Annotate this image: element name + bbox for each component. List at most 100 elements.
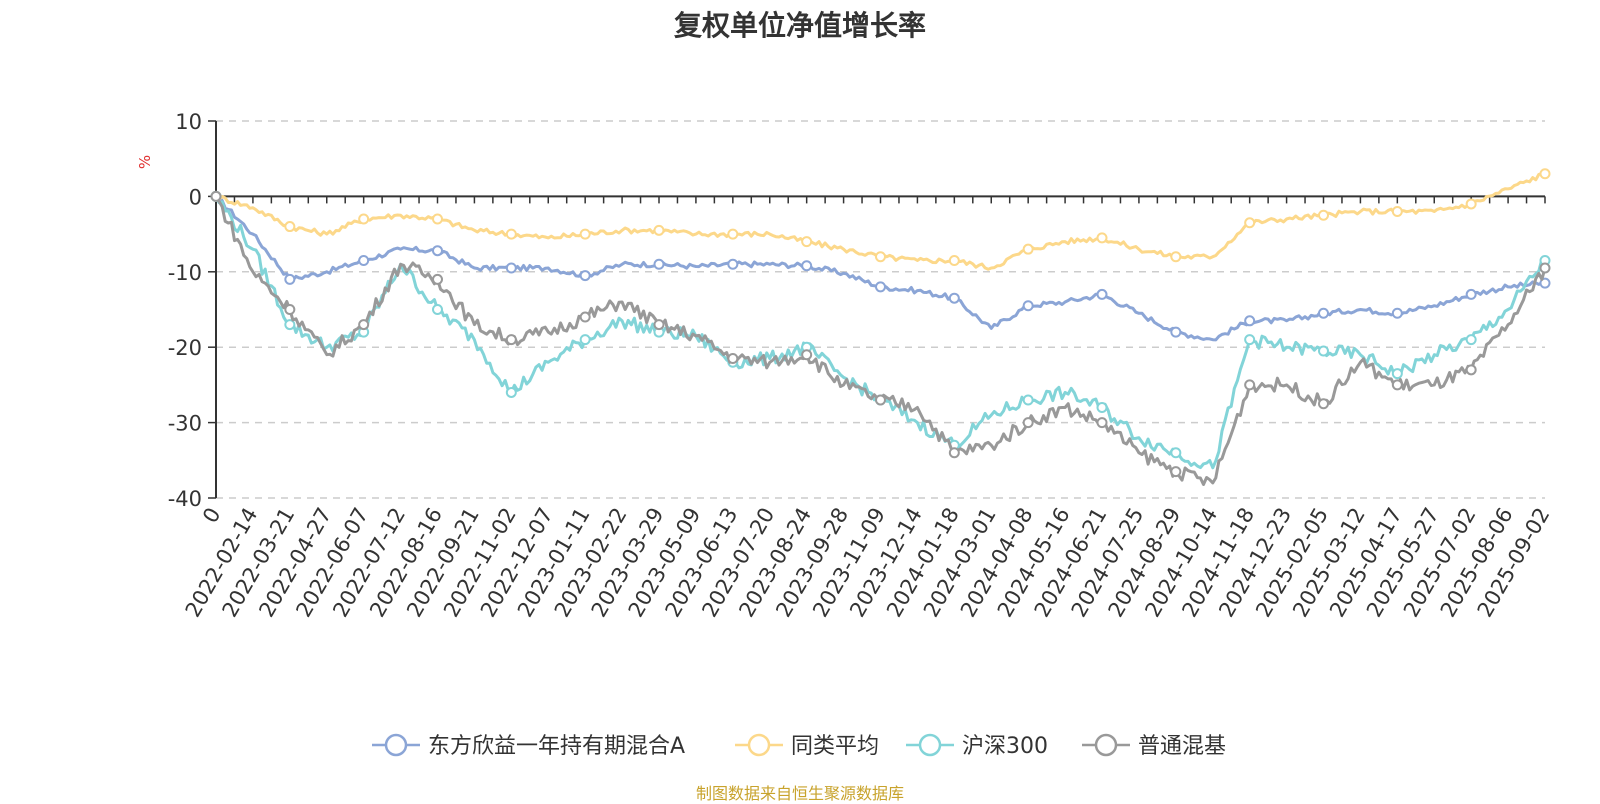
series-1 [210, 168, 1551, 271]
data-point [1465, 364, 1477, 376]
legend-label: 东方欣益一年持有期混合A [428, 734, 685, 759]
data-point [358, 254, 370, 266]
data-point [358, 319, 370, 331]
data-point [948, 447, 960, 459]
data-point [801, 260, 813, 272]
data-point [727, 353, 739, 365]
data-point [432, 245, 443, 257]
legend: 东方欣益一年持有期混合A 同类平均 沪深300 普通混基 [372, 733, 1226, 759]
legend-item: 东方欣益一年持有期混合A [372, 733, 685, 759]
data-point [432, 213, 443, 225]
data-point [1244, 379, 1256, 391]
data-point [210, 190, 222, 202]
data-point [875, 281, 886, 293]
data-point [1391, 368, 1403, 380]
data-point [284, 273, 296, 285]
chart-title: 复权单位净值增长率 [673, 9, 926, 42]
data-point [579, 228, 591, 240]
data-point [1170, 326, 1182, 338]
y-tick-label: 0 [189, 185, 202, 209]
legend-marker [747, 733, 771, 757]
data-point [1244, 217, 1256, 229]
data-point [1022, 394, 1034, 406]
data-point [579, 311, 591, 323]
data-point [727, 228, 739, 240]
data-point [1244, 315, 1256, 327]
data-point [1096, 402, 1108, 414]
y-tick-label: -40 [168, 487, 202, 511]
series-2 [210, 190, 1551, 470]
data-point [801, 349, 813, 361]
data-point [579, 270, 591, 282]
data-point [1096, 232, 1108, 244]
data-point [505, 334, 517, 346]
data-point [875, 251, 886, 263]
tick-labels: 100-10-20-30-4002022-02-142022-03-212022… [168, 110, 1555, 621]
data-point [1022, 417, 1034, 429]
legend-label: 普通混基 [1138, 734, 1226, 759]
data-point [1096, 288, 1108, 300]
legend-marker [918, 733, 942, 757]
data-point [1318, 307, 1329, 319]
data-point [1539, 277, 1551, 289]
y-tick-label: -10 [168, 261, 202, 285]
data-point [505, 386, 517, 398]
data-point [948, 254, 960, 266]
data-point [653, 319, 665, 331]
data-source-note: 制图数据来自恒生聚源数据库 [695, 784, 904, 803]
series-line [214, 195, 1546, 470]
data-point [1318, 345, 1329, 357]
data-point [1022, 243, 1034, 255]
data-point [653, 224, 665, 236]
legend-item: 普通混基 [1082, 733, 1226, 759]
data-point [1539, 168, 1551, 180]
data-point [948, 292, 960, 304]
data-point [1465, 288, 1477, 300]
data-point [1318, 209, 1329, 221]
series-3 [210, 190, 1551, 486]
data-point [1022, 300, 1034, 312]
data-point [505, 262, 517, 274]
axes [208, 120, 1546, 499]
grid-lines [216, 120, 1545, 499]
series-0 [210, 190, 1551, 342]
data-point [1170, 447, 1182, 459]
data-point [1391, 205, 1403, 217]
data-point [875, 394, 886, 406]
y-axis-unit-label: % [136, 155, 154, 169]
data-point [1465, 334, 1477, 346]
legend-label: 沪深300 [962, 734, 1048, 759]
y-tick-label: -30 [168, 412, 202, 436]
data-point [284, 319, 296, 331]
data-point [1391, 307, 1403, 319]
data-point [505, 228, 517, 240]
y-tick-label: -20 [168, 336, 202, 360]
series-line [215, 194, 1546, 342]
data-point [432, 273, 443, 285]
data-point [1391, 379, 1403, 391]
legend-label: 同类平均 [791, 734, 879, 759]
data-point [579, 334, 591, 346]
y-tick-label: 10 [175, 110, 202, 134]
legend-item: 同类平均 [735, 733, 879, 759]
data-point [284, 221, 296, 233]
legend-item: 沪深300 [906, 733, 1048, 759]
data-point [801, 236, 813, 248]
x-tick-label: 0 [198, 504, 225, 528]
data-point [727, 258, 739, 270]
data-point [358, 213, 370, 225]
data-point [432, 304, 443, 315]
data-point [1096, 417, 1108, 429]
series-line [214, 195, 1547, 486]
data-point [653, 258, 665, 270]
data-point [1170, 251, 1182, 263]
data-point [284, 304, 296, 315]
series-lines [210, 168, 1551, 486]
legend-marker [1094, 733, 1118, 757]
data-point [1244, 334, 1256, 346]
data-point [1170, 466, 1182, 478]
data-point [1539, 262, 1551, 274]
legend-marker [384, 733, 408, 757]
data-point [1465, 198, 1477, 210]
